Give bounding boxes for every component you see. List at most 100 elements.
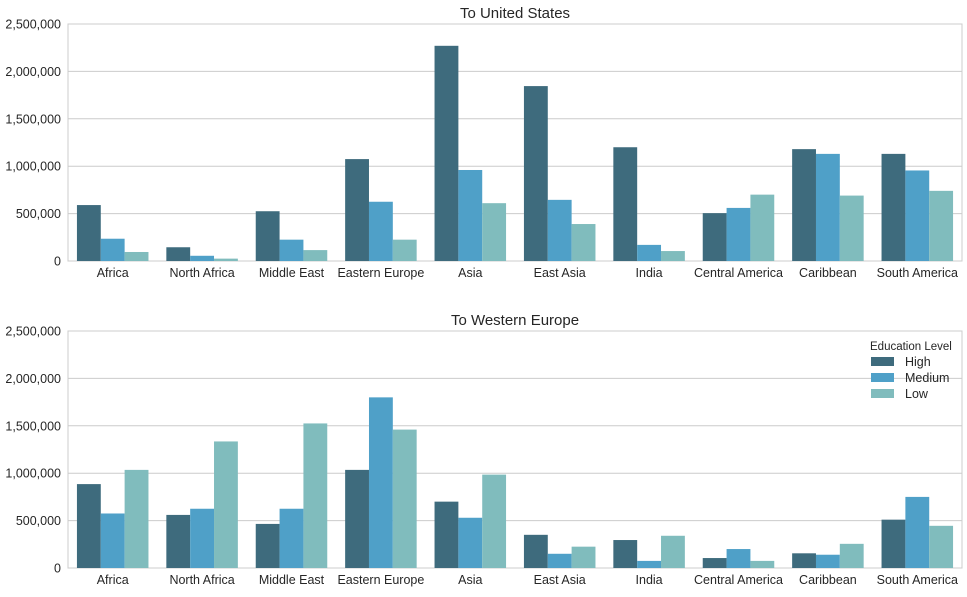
plot-frame xyxy=(67,23,963,262)
bar-eastern-europe-high xyxy=(345,159,369,261)
legend-swatch-low xyxy=(871,389,894,398)
bar-east-asia-high xyxy=(523,86,548,262)
x-tick-label: Caribbean xyxy=(799,266,857,280)
bar-north-africa-medium xyxy=(190,255,215,261)
x-tick-label: South America xyxy=(877,266,958,280)
legend: Education Level High Medium Low xyxy=(870,341,952,401)
bar-middle-east-low xyxy=(303,423,328,568)
bar-africa-medium xyxy=(100,513,125,568)
bar-africa-low xyxy=(124,469,149,568)
bar-india-low xyxy=(661,251,685,261)
bar-africa-high xyxy=(76,205,101,261)
x-tick-label: India xyxy=(636,573,663,587)
bar-east-asia-low xyxy=(571,224,596,261)
bar-caribbean-high xyxy=(792,149,816,261)
bar-asia-high xyxy=(434,45,459,261)
chart-panel-1: 0 500,000 1,000,000 1,500,000 2,000,000 2,500… xyxy=(5,5,963,280)
bar-asia-low xyxy=(482,203,507,261)
bar-asia-medium xyxy=(458,169,483,261)
bar-central-america-high xyxy=(702,558,727,568)
x-tick-label: North Africa xyxy=(169,266,234,280)
bar-south-america-high xyxy=(881,153,906,261)
bar-north-africa-high xyxy=(166,514,191,568)
x-tick-label: East Asia xyxy=(534,266,586,280)
bar-south-america-medium xyxy=(905,496,930,568)
x-tick-label: Middle East xyxy=(259,573,325,587)
x-tick-label: India xyxy=(636,266,663,280)
bar-eastern-europe-low xyxy=(392,239,417,261)
bar-india-high xyxy=(613,540,638,568)
y-tick-label: 2,000,000 xyxy=(5,65,61,79)
bar-east-asia-medium xyxy=(547,553,572,568)
x-tick-label: Eastern Europe xyxy=(337,573,424,587)
bar-east-asia-high xyxy=(523,534,548,568)
y-tick-label: 0 xyxy=(54,255,61,269)
bar-east-asia-medium xyxy=(547,199,572,261)
bar-india-medium xyxy=(637,560,662,568)
bar-eastern-europe-high xyxy=(345,469,369,568)
bar-asia-low xyxy=(482,474,507,568)
bar-central-america-low xyxy=(750,194,775,261)
bar-caribbean-low xyxy=(839,543,864,568)
bar-north-africa-low xyxy=(214,258,238,261)
y-tick-label: 500,000 xyxy=(16,514,61,528)
legend-swatch-high xyxy=(871,357,894,366)
bar-middle-east-medium xyxy=(279,508,304,568)
bar-south-america-medium xyxy=(905,170,930,261)
bar-caribbean-medium xyxy=(815,554,840,568)
bar-central-america-high xyxy=(702,213,727,261)
legend-swatch-medium xyxy=(871,373,894,382)
legend-title: Education Level xyxy=(870,341,952,353)
y-tick-label: 0 xyxy=(54,562,61,576)
bar-asia-high xyxy=(434,501,459,568)
x-tick-label: Africa xyxy=(97,266,129,280)
y-tick-label: 1,500,000 xyxy=(5,112,61,126)
bar-middle-east-high xyxy=(255,211,280,261)
bar-africa-high xyxy=(76,484,101,568)
y-tick-label: 1,000,000 xyxy=(5,160,61,174)
legend-label-low: Low xyxy=(905,387,929,401)
bar-north-africa-high xyxy=(166,247,191,261)
legend-label-high: High xyxy=(905,355,931,369)
chart-panel-2: 0 500,000 1,000,000 1,500,000 2,000,000 2,500… xyxy=(5,312,963,587)
y-tick-label: 500,000 xyxy=(16,207,61,221)
x-tick-label: Central America xyxy=(694,573,783,587)
x-tick-label: North Africa xyxy=(169,573,234,587)
bar-north-africa-low xyxy=(214,441,238,568)
x-tick-label: Middle East xyxy=(259,266,325,280)
legend-label-medium: Medium xyxy=(905,371,949,385)
bar-south-america-low xyxy=(929,525,954,568)
x-tick-label: Eastern Europe xyxy=(337,266,424,280)
bar-middle-east-high xyxy=(255,523,280,568)
bar-central-america-medium xyxy=(726,207,751,261)
bar-north-africa-medium xyxy=(190,508,215,568)
bar-india-high xyxy=(613,147,638,261)
bar-india-low xyxy=(661,535,685,568)
x-tick-label: East Asia xyxy=(534,573,586,587)
x-tick-label: Asia xyxy=(458,573,482,587)
bar-caribbean-low xyxy=(839,195,864,261)
bar-africa-medium xyxy=(100,238,125,261)
y-tick-label: 2,500,000 xyxy=(5,325,61,339)
bar-south-america-high xyxy=(881,519,906,568)
y-tick-label: 2,000,000 xyxy=(5,372,61,386)
bar-eastern-europe-medium xyxy=(368,201,393,261)
chart-title: To Western Europe xyxy=(451,312,579,329)
bar-africa-low xyxy=(124,251,149,261)
bar-caribbean-medium xyxy=(815,153,840,261)
bar-eastern-europe-medium xyxy=(368,397,393,568)
bar-south-america-low xyxy=(929,190,954,261)
y-tick-label: 1,500,000 xyxy=(5,419,61,433)
y-tick-label: 2,500,000 xyxy=(5,18,61,32)
bar-central-america-medium xyxy=(726,549,751,568)
bar-central-america-low xyxy=(750,560,775,568)
bar-caribbean-high xyxy=(792,553,816,568)
bar-middle-east-low xyxy=(303,250,328,261)
x-tick-label: South America xyxy=(877,573,958,587)
bar-india-medium xyxy=(637,244,662,261)
bar-asia-medium xyxy=(458,517,483,568)
bar-east-asia-low xyxy=(571,546,596,568)
plot-frame xyxy=(67,330,963,569)
